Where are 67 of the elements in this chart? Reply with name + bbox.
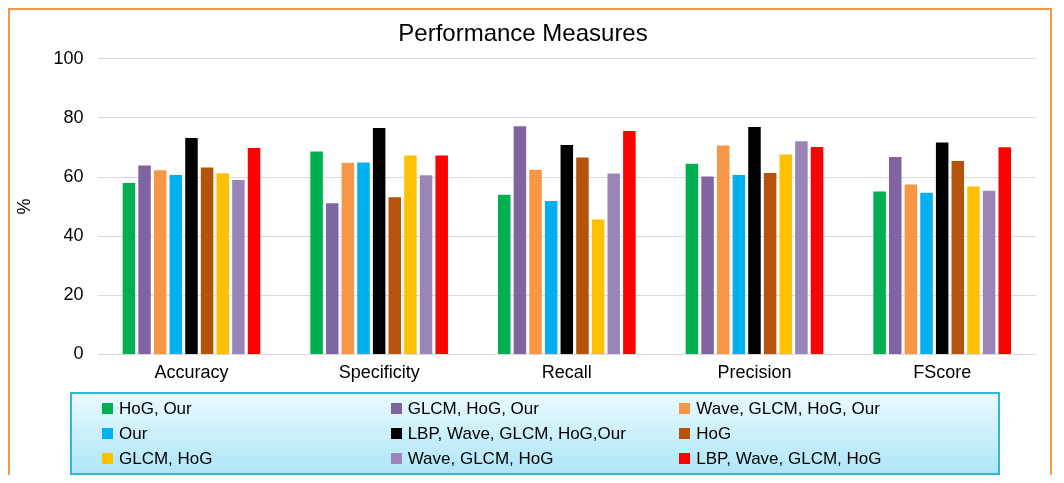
- bar: [795, 141, 808, 354]
- bar: [529, 169, 542, 354]
- bar: [232, 180, 245, 354]
- y-tick-label: 40: [63, 225, 84, 246]
- bar: [685, 163, 699, 354]
- bar: [357, 162, 370, 354]
- legend-label: HoG, Our: [119, 398, 192, 419]
- legend-label: GLCM, HoG: [119, 448, 213, 469]
- bar: [419, 175, 433, 354]
- legend-label: HoG: [696, 423, 732, 444]
- x-tick-label: Accuracy: [154, 362, 229, 383]
- chart-title: Performance Measures: [398, 19, 648, 47]
- bar: [763, 172, 777, 354]
- bar: [216, 173, 229, 354]
- bar: [372, 127, 386, 354]
- bar: [200, 167, 214, 354]
- bar: [748, 127, 761, 354]
- bar: [435, 155, 448, 354]
- bar: [591, 219, 605, 354]
- y-tick-label: 20: [63, 284, 84, 305]
- bar: [920, 192, 933, 354]
- bar: [341, 162, 355, 354]
- bar: [873, 191, 886, 354]
- y-tick-label: 80: [63, 106, 84, 127]
- bar: [951, 161, 965, 354]
- x-tick-label: Precision: [717, 362, 792, 383]
- bar: [153, 170, 167, 354]
- bar: [498, 194, 511, 354]
- bar: [998, 147, 1011, 354]
- bar: [607, 173, 620, 354]
- legend-label: Our: [119, 423, 148, 444]
- y-tick-label: 60: [63, 166, 84, 187]
- bar: [310, 151, 323, 354]
- bar: [185, 138, 198, 354]
- bar: [122, 182, 136, 354]
- legend-label: LBP, Wave, GLCM, HoG,Our: [407, 423, 626, 444]
- bar: [935, 142, 949, 354]
- legend-label: Wave, GLCM, HoG, Our: [696, 398, 880, 419]
- x-tick-label: Recall: [541, 362, 592, 383]
- bar: [967, 186, 980, 354]
- x-tick-label: Specificity: [338, 362, 420, 383]
- bar: [904, 184, 918, 354]
- bar: [716, 145, 730, 354]
- bar: [623, 130, 636, 354]
- bar: [404, 155, 417, 354]
- y-tick-label: 100: [53, 47, 84, 68]
- bar: [325, 203, 339, 354]
- bar: [169, 174, 183, 354]
- bar: [247, 148, 261, 354]
- bar: [576, 157, 589, 354]
- legend-label: GLCM, HoG, Our: [407, 398, 539, 419]
- y-axis-title: %: [13, 198, 34, 215]
- legend-label: Wave, GLCM, HoG: [407, 448, 554, 469]
- bar: [560, 145, 574, 354]
- bar: [810, 146, 824, 354]
- bar: [779, 154, 793, 354]
- bar: [888, 156, 902, 354]
- legend-label: LBP, Wave, GLCM, HoG: [696, 448, 882, 469]
- bar: [982, 190, 996, 354]
- bar: [388, 197, 402, 354]
- y-tick-label: 0: [73, 343, 84, 364]
- bar: [513, 126, 527, 354]
- bar: [701, 176, 714, 354]
- bar: [732, 174, 746, 354]
- x-tick-label: FScore: [913, 362, 972, 383]
- bar: [138, 165, 151, 354]
- bar: [544, 200, 558, 354]
